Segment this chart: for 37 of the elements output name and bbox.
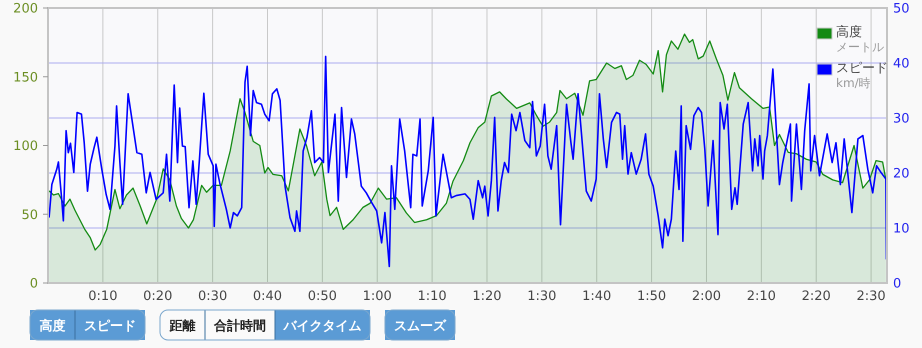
x-tick-label: 0:30 xyxy=(198,289,228,304)
y2-tick-label: 20 xyxy=(893,166,910,182)
line-series xyxy=(48,56,888,268)
x-tick-label: 0:50 xyxy=(308,289,337,304)
legend-label: スピード xyxy=(836,61,888,76)
text: バイクタイム xyxy=(282,319,362,334)
annotation: メートル xyxy=(836,40,884,54)
annotation: km/時 xyxy=(836,76,871,90)
y-tick-label: 200 xyxy=(13,2,38,16)
x-tick-label: 1:10 xyxy=(418,289,447,304)
text: 距離 xyxy=(168,319,196,334)
x-tick-label: 2:20 xyxy=(802,289,831,304)
y2-tick-label: 10 xyxy=(893,222,910,236)
x-tick-label: 1:40 xyxy=(582,289,612,304)
x-tick-label: 0:20 xyxy=(143,289,172,304)
text: スピード xyxy=(84,319,136,334)
x-tick-label: 0:40 xyxy=(252,289,282,304)
x-tick-label: 0:10 xyxy=(88,289,118,304)
x-tick-label: 2:30 xyxy=(856,289,886,304)
x-tick-label: 1:00 xyxy=(362,289,392,304)
text: スムーズ xyxy=(394,319,447,334)
y2-tick-label: 30 xyxy=(893,112,910,126)
text: 合計時間 xyxy=(213,318,266,334)
x-tick-label: 2:00 xyxy=(692,289,722,304)
y-tick-label: 50 xyxy=(21,208,38,223)
y2-tick-label: 40 xyxy=(893,56,910,72)
x-tick-label: 1:50 xyxy=(636,289,666,304)
x-tick-label: 2:10 xyxy=(746,289,776,304)
y2-tick-label: 0 xyxy=(893,276,902,292)
text: 高度 xyxy=(40,318,66,334)
y-tick-label: 0 xyxy=(30,276,38,292)
legend-label: 高度 xyxy=(836,24,862,40)
y-tick-label: 100 xyxy=(13,139,38,154)
y-tick-label: 150 xyxy=(13,70,38,86)
y2-tick-label: 50 xyxy=(893,2,910,16)
x-tick-label: 1:20 xyxy=(472,289,502,304)
x-tick-label: 1:30 xyxy=(527,289,556,304)
